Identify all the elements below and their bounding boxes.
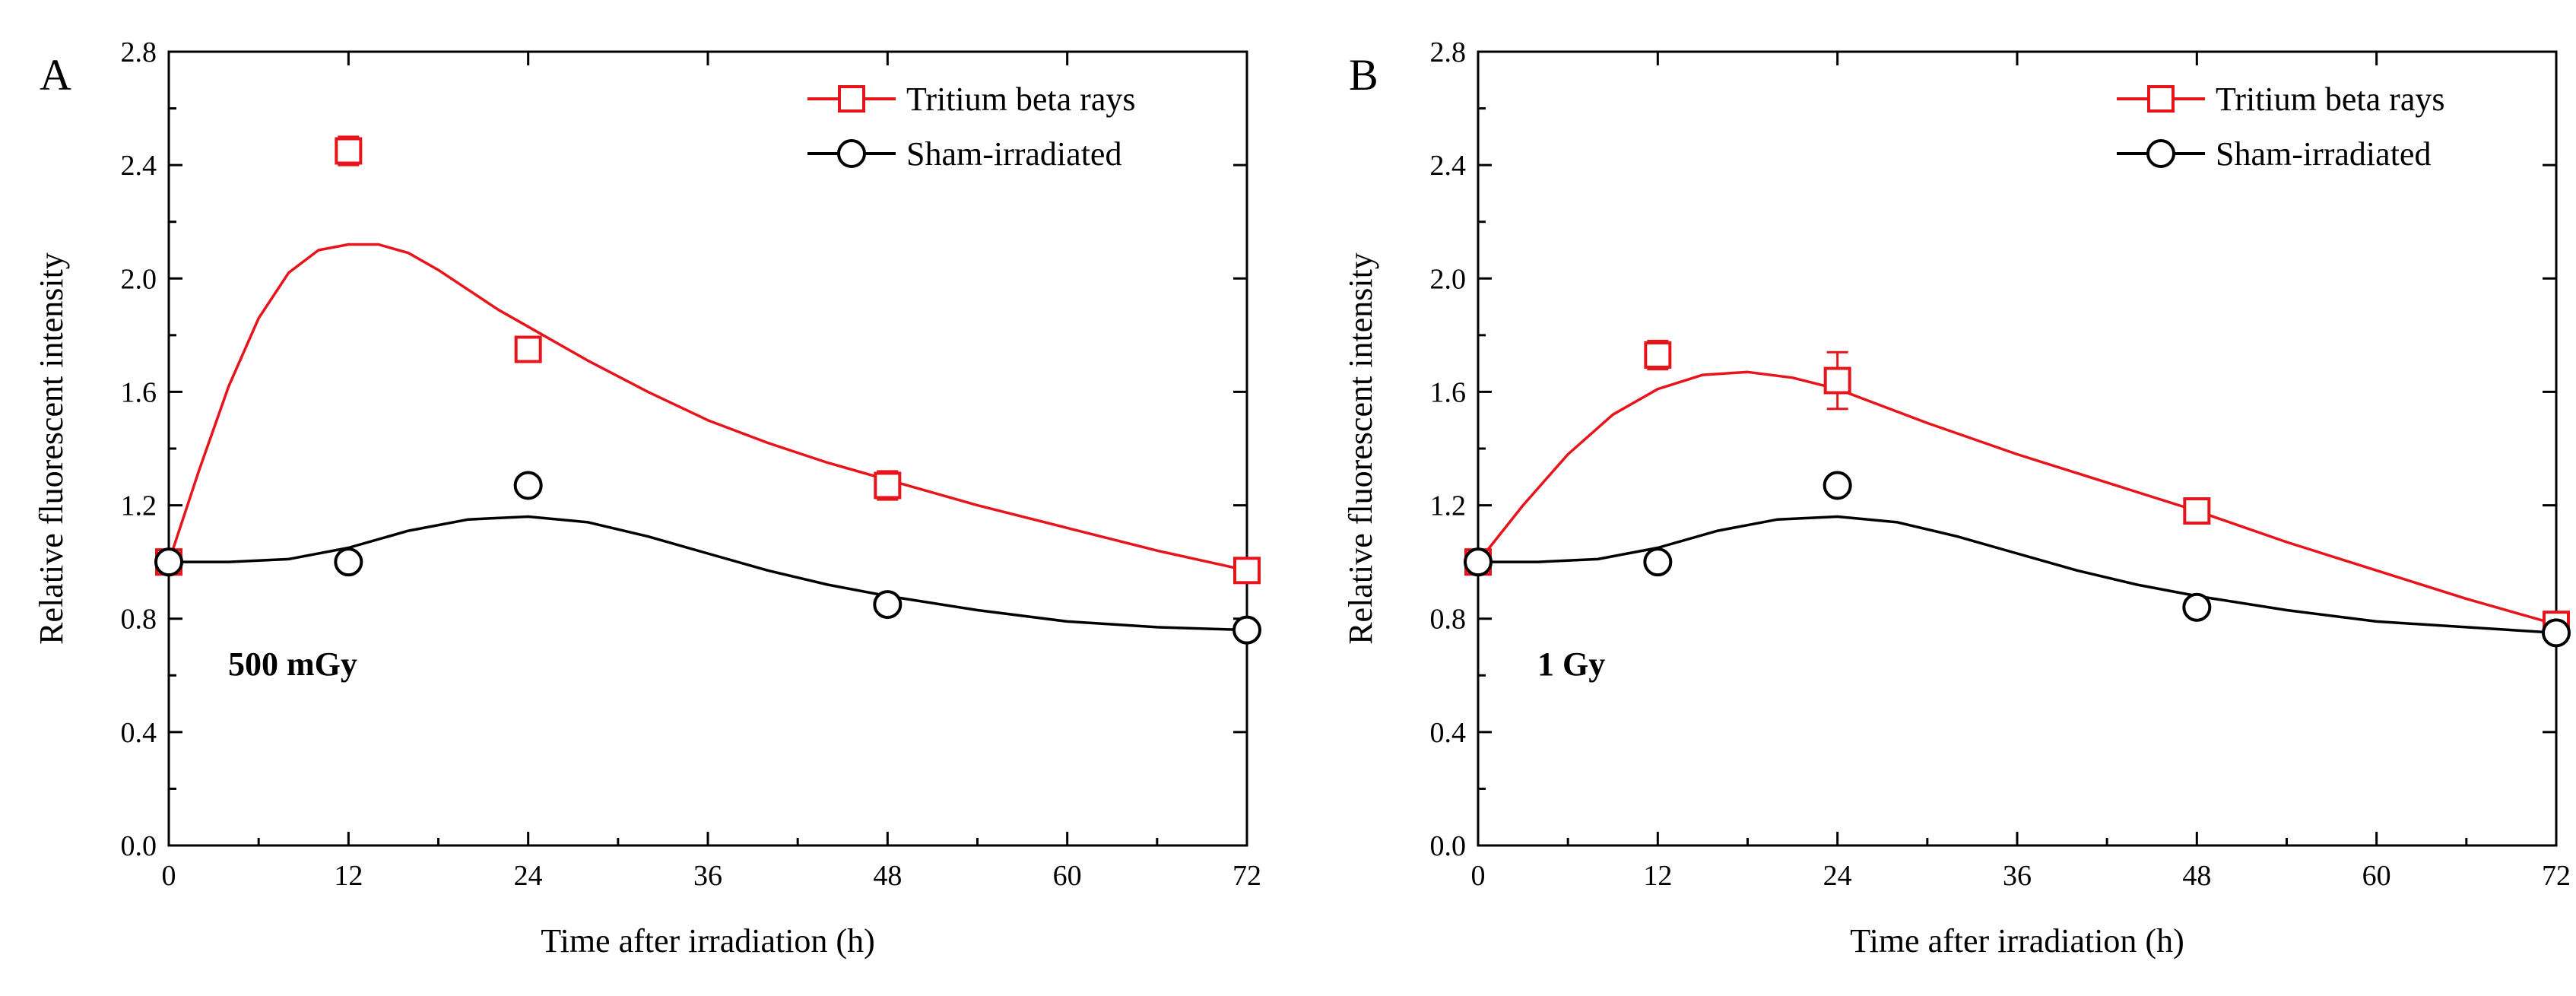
panel-b: B 1 Gy Time after irradiation (h) Relati…	[1342, 36, 2571, 960]
data-point-tritium	[874, 471, 902, 500]
x-tick-label: 60	[1053, 860, 1082, 892]
y-tick-label: 0.0	[1430, 830, 1467, 862]
x-tick-label: 72	[1232, 860, 1261, 892]
legend-label-tritium: Tritium beta rays	[906, 81, 1135, 118]
data-point-sham	[873, 590, 903, 620]
data-point-sham	[334, 547, 363, 577]
x-tick-label: 36	[693, 860, 722, 892]
panel-label: B	[1349, 50, 1378, 100]
y-tick-label: 0.0	[121, 830, 157, 862]
dose-annotation: 1 Gy	[1537, 645, 1605, 683]
y-tick-label: 2.4	[121, 150, 157, 182]
data-point-tritium	[514, 335, 542, 363]
y-tick-label: 2.4	[1430, 150, 1467, 182]
y-tick-label: 0.4	[1430, 717, 1467, 749]
legend-label-sham: Sham-irradiated	[906, 135, 1121, 173]
data-point-sham	[2182, 592, 2212, 622]
x-tick-label: 24	[514, 860, 543, 892]
x-tick-label: 48	[2182, 860, 2211, 892]
y-tick-label: 0.8	[1430, 604, 1467, 636]
y-tick-label: 0.8	[121, 604, 157, 636]
x-tick-label: 48	[873, 860, 902, 892]
legend-label-tritium: Tritium beta rays	[2216, 81, 2444, 118]
panel-a: A 500 mGy Time after irradiation (h) Rel…	[33, 36, 1261, 960]
dose-annotation: 500 mGy	[228, 645, 357, 683]
legend-swatch-marker	[837, 139, 866, 168]
data-point-tritium	[2183, 497, 2211, 525]
data-point-sham	[1643, 547, 1673, 577]
fit-curve-sham	[1478, 515, 2557, 635]
x-tick-label: 72	[2542, 860, 2571, 892]
legend-swatch-marker	[2147, 85, 2175, 113]
legend-label-sham: Sham-irradiated	[2216, 135, 2431, 173]
data-point-sham	[1232, 615, 1261, 645]
fit-curve-sham	[169, 515, 1248, 632]
y-tick-label: 1.2	[121, 490, 157, 522]
data-point-sham	[2542, 618, 2571, 648]
data-point-tritium	[335, 137, 363, 165]
x-tick-label: 0	[1471, 860, 1486, 892]
legend-swatch-marker	[838, 85, 865, 113]
y-axis-title: Relative fluorescent intensity	[33, 252, 70, 645]
y-tick-label: 1.6	[121, 376, 157, 408]
x-axis-title: Time after irradiation (h)	[541, 922, 874, 960]
y-tick-label: 2.8	[121, 36, 157, 68]
x-tick-label: 12	[334, 860, 363, 892]
y-axis-title: Relative fluorescent intensity	[1342, 252, 1379, 645]
panel-label: A	[40, 50, 71, 100]
x-tick-label: 0	[162, 860, 176, 892]
y-tick-label: 2.8	[1430, 36, 1467, 68]
x-tick-label: 36	[2003, 860, 2032, 892]
x-tick-label: 60	[2362, 860, 2391, 892]
fit-curve-tritium	[1477, 370, 2557, 626]
data-point-sham	[513, 471, 543, 500]
y-tick-label: 0.4	[121, 717, 157, 749]
x-tick-label: 24	[1823, 860, 1852, 892]
y-tick-label: 2.0	[121, 263, 157, 295]
x-tick-label: 12	[1643, 860, 1672, 892]
y-tick-label: 1.2	[1430, 490, 1467, 522]
data-point-sham	[154, 547, 183, 577]
fit-curve-tritium	[167, 243, 1248, 573]
data-point-sham	[1464, 547, 1493, 577]
legend-swatch-marker	[2146, 139, 2175, 168]
y-tick-label: 1.6	[1430, 376, 1467, 408]
data-point-tritium	[1233, 557, 1261, 585]
data-point-tritium	[1823, 366, 1851, 395]
y-tick-label: 2.0	[1430, 263, 1467, 295]
x-axis-title: Time after irradiation (h)	[1850, 922, 2184, 960]
data-point-tritium	[1644, 341, 1672, 369]
data-point-sham	[1823, 471, 1852, 500]
